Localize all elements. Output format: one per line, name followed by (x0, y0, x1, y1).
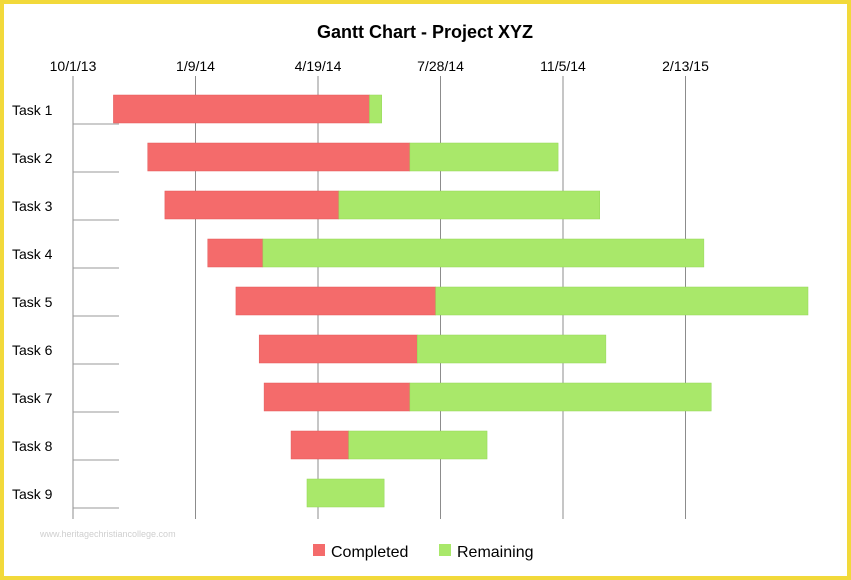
x-tick-label: 7/28/14 (417, 58, 464, 74)
task-label: Task 8 (12, 438, 53, 454)
task-label: Task 4 (12, 246, 53, 262)
legend-swatch-remaining (439, 544, 451, 556)
bar-remaining (306, 478, 385, 508)
bar-remaining (369, 94, 382, 124)
watermark-text: www.heritagechristiancollege.com (39, 529, 176, 539)
bar-remaining (348, 430, 488, 460)
bar-remaining (409, 142, 559, 172)
bar-remaining (435, 286, 809, 316)
bar-remaining (416, 334, 607, 364)
bars (113, 94, 809, 508)
chart-title: Gantt Chart - Project XYZ (317, 22, 533, 42)
task-label: Task 7 (12, 390, 53, 406)
x-tick-label: 1/9/14 (176, 58, 215, 74)
task-label: Task 1 (12, 102, 53, 118)
bar-remaining (262, 238, 705, 268)
bar-completed (258, 334, 418, 364)
bar-completed (263, 382, 411, 412)
task-label: Task 3 (12, 198, 53, 214)
task-label: Task 2 (12, 150, 53, 166)
bar-completed (147, 142, 411, 172)
x-tick-label: 4/19/14 (295, 58, 342, 74)
bar-completed (164, 190, 340, 220)
bar-remaining (338, 190, 600, 220)
bar-remaining (409, 382, 712, 412)
bar-completed (113, 94, 370, 124)
legend-swatch-completed (313, 544, 325, 556)
x-tick-label: 2/13/15 (662, 58, 709, 74)
legend: Completed Remaining (313, 544, 533, 561)
x-axis-ticks: 10/1/13 1/9/14 4/19/14 7/28/14 11/5/14 2/13/1… (50, 58, 709, 74)
x-tick-label: 11/5/14 (540, 58, 586, 74)
legend-label-completed: Completed (331, 544, 408, 561)
x-tick-label: 10/1/13 (50, 58, 97, 74)
task-label: Task 9 (12, 486, 53, 502)
bar-completed (290, 430, 349, 460)
task-label: Task 5 (12, 294, 53, 310)
legend-label-remaining: Remaining (457, 544, 533, 561)
task-rows: Task 1 Task 2 Task 3 Task 4 Task 5 Task 6 Task… (12, 102, 119, 509)
bar-completed (235, 286, 436, 316)
bar-completed (207, 238, 264, 268)
task-label: Task 6 (12, 342, 53, 358)
